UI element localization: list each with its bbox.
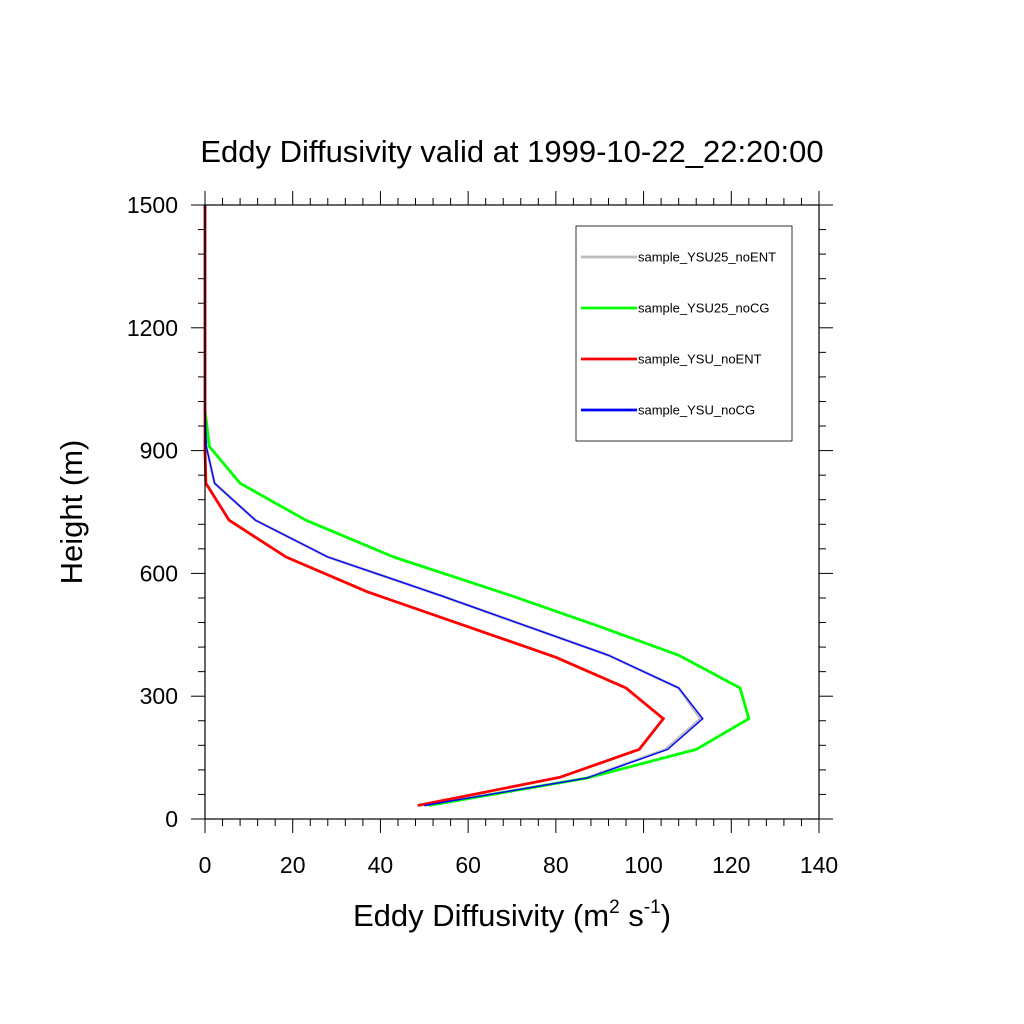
x-tick-label: 120 [712, 852, 750, 878]
tick-marks [191, 191, 833, 833]
legend-box [575, 225, 793, 442]
y-tick-label: 1500 [127, 192, 178, 218]
y-tick-label: 600 [140, 560, 178, 586]
y-tick-label: 1200 [127, 315, 178, 341]
legend-label: sample_YSU_noCG [638, 403, 755, 418]
legend: sample_YSU25_noENT sample_YSU25_noCGsampl… [575, 225, 793, 442]
y-axis-label: Height (m) [54, 440, 89, 585]
plot-frame [204, 204, 820, 820]
legend-label: sample_YSU25_noENT [638, 250, 776, 265]
series-line-2 [203, 205, 751, 807]
series-line-3 [203, 205, 666, 807]
chart-title: Eddy Diffusivity valid at 1999-10-22_22:… [200, 134, 823, 169]
legend-label: sample_YSU_noENT [638, 352, 762, 367]
legend-label: sample_YSU25_noCG [638, 301, 770, 316]
series-layer [203, 205, 751, 807]
x-tick-label: 20 [280, 852, 306, 878]
x-tick-labels: 0 20 40 60 80 100 120 140 [199, 852, 839, 878]
series-line-4 [204, 205, 704, 807]
x-tick-label: 0 [199, 852, 212, 878]
y-tick-labels: 0 300 600 900 1200 1500 [127, 192, 178, 832]
x-tick-label: 140 [800, 852, 838, 878]
x-axis-label: Eddy Diffusivity (m2 s-1) [353, 897, 671, 933]
x-tick-label: 80 [543, 852, 569, 878]
x-tick-label: 100 [624, 852, 662, 878]
y-tick-label: 900 [140, 438, 178, 464]
y-tick-label: 300 [140, 683, 178, 709]
x-tick-label: 40 [368, 852, 394, 878]
y-tick-label: 0 [165, 806, 178, 832]
x-tick-label: 60 [455, 852, 481, 878]
